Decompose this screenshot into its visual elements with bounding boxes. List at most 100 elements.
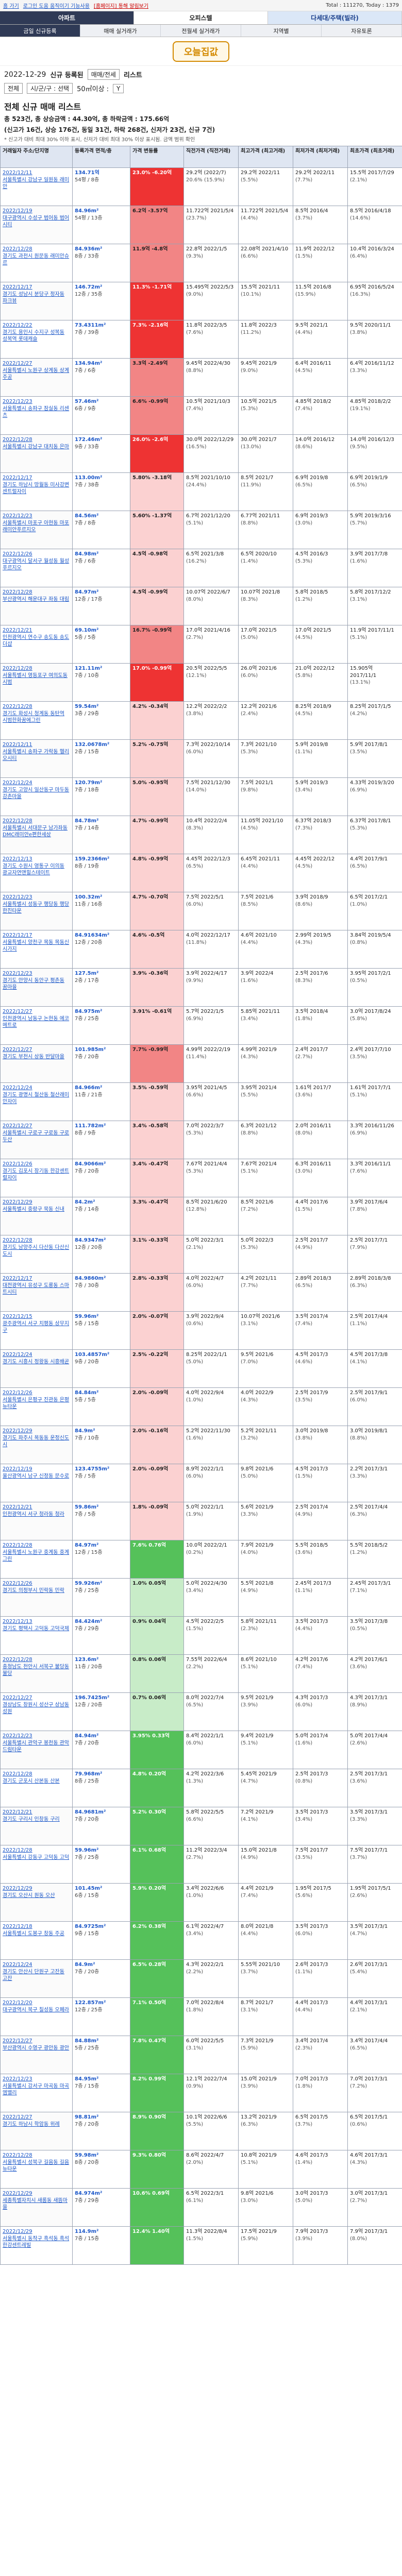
table-row[interactable]: 2022/12/28 경기도 화성시 청계동 동탄역 시범한화꿈에그린 59.54m… bbox=[0, 701, 402, 740]
complex-address-link[interactable]: 서울특별시 노원구 상계동 상계주공 bbox=[3, 367, 70, 381]
table-row[interactable]: 2022/12/19 대구광역시 수성구 범어동 범어시티 84.96m² 54평 /… bbox=[0, 206, 402, 244]
login-help-link[interactable]: 로그인 도움 움직이기 기능사용 bbox=[23, 4, 90, 9]
complex-address-link[interactable]: 경기도 김포시 장기동 한강센트럴자이 bbox=[3, 1168, 70, 1181]
deal-date-link[interactable]: 2022/12/28 bbox=[3, 1771, 32, 1777]
complex-address-link[interactable]: 경기도 성남시 분당구 정자동 파크뷰 bbox=[3, 291, 64, 304]
deal-date-link[interactable]: 2022/12/29 bbox=[3, 1428, 32, 1434]
deal-date-link[interactable]: 2022/12/29 bbox=[3, 1886, 32, 1891]
deal-date-link[interactable]: 2022/12/27 bbox=[3, 361, 32, 366]
complex-address-link[interactable]: 경기도 하남시 망월동 미사강변센트럴자이 bbox=[3, 482, 70, 495]
table-row[interactable]: 2022/12/18 서울특별시 도봉구 창동 주공 84.9725m² 9층 / 1… bbox=[0, 1921, 402, 1960]
table-row[interactable]: 2022/12/28 경기도 과천시 원문동 래미안슈르 84.936m² 8층 / … bbox=[0, 244, 402, 282]
deal-date-link[interactable]: 2022/12/29 bbox=[3, 1199, 32, 1205]
deal-date-link[interactable]: 2022/12/11 bbox=[3, 742, 32, 748]
deal-date-link[interactable]: 2022/12/21 bbox=[3, 628, 32, 633]
deal-date-link[interactable]: 2022/12/15 bbox=[3, 1314, 32, 1319]
complex-address-link[interactable]: 서울특별시 영등포구 여의도동 시범 bbox=[3, 672, 68, 686]
table-row[interactable]: 2022/12/13 경기도 평택시 고덕동 고덕국제 84.424m² 7층 / 2… bbox=[0, 1616, 402, 1655]
deal-date-link[interactable]: 2022/12/28 bbox=[3, 704, 32, 709]
table-row[interactable]: 2022/12/23 경기도 안양시 동안구 평촌동 꿈마을 127.5m² 2층 /… bbox=[0, 968, 402, 1007]
complex-address-link[interactable]: 인천광역시 남동구 논현동 에코메트로 bbox=[3, 1015, 70, 1029]
complex-address-link[interactable]: 경기도 안양시 동안구 평촌동 꿈마을 bbox=[3, 977, 64, 991]
table-row[interactable]: 2022/12/27 경기도 하남시 학암동 위례 98.81m² 7층 / 20층 8… bbox=[0, 2112, 402, 2150]
deal-date-link[interactable]: 2022/12/13 bbox=[3, 1619, 32, 1624]
complex-address-link[interactable]: 서울특별시 양천구 목동 목동신시가지 bbox=[3, 939, 70, 953]
complex-address-link[interactable]: 경기도 의정부시 민락동 민락 bbox=[3, 1587, 64, 1594]
complex-address-link[interactable]: 서울특별시 동작구 흑석동 흑석한강센트레빌 bbox=[3, 2235, 70, 2249]
complex-address-link[interactable]: 서울특별시 관악구 봉천동 관악드림타운 bbox=[3, 1740, 70, 1753]
table-row[interactable]: 2022/12/28 서울특별시 노원구 중계동 중계그린 84.97m² 12층 /… bbox=[0, 1540, 402, 1579]
deal-date-link[interactable]: 2022/12/23 bbox=[3, 894, 32, 900]
complex-address-link[interactable]: 경기도 수원시 영통구 이의동 광교자연앤힐스테이트 bbox=[3, 863, 64, 876]
table-row[interactable]: 2022/12/15 광주광역시 서구 치평동 상무지구 59.96m² 5층 / 1… bbox=[0, 1311, 402, 1350]
complex-address-link[interactable]: 서울특별시 성북구 길음동 길음뉴타운 bbox=[3, 2159, 70, 2173]
deal-date-link[interactable]: 2022/12/23 bbox=[3, 399, 32, 404]
complex-address-link[interactable]: 경기도 남양주시 다산동 다산신도시 bbox=[3, 1244, 70, 1258]
complex-address-link[interactable]: 경기도 과천시 원문동 래미안슈르 bbox=[3, 253, 70, 266]
table-row[interactable]: 2022/12/23 서울특별시 관악구 봉천동 관악드림타운 84.94m² 7층 … bbox=[0, 1731, 402, 1769]
table-row[interactable]: 2022/12/23 서울특별시 마포구 아현동 마포래미안푸르지오 84.56m²… bbox=[0, 511, 402, 549]
complex-address-link[interactable]: 경기도 광명시 철산동 철산래미안자이 bbox=[3, 1092, 70, 1105]
deal-date-link[interactable]: 2022/12/26 bbox=[3, 1581, 32, 1586]
complex-address-link[interactable]: 대구광역시 달서구 월성동 월성푸르지오 bbox=[3, 558, 70, 571]
table-row[interactable]: 2022/12/21 인천광역시 서구 청라동 청라 59.86m² 7층 / 5층 1… bbox=[0, 1502, 402, 1540]
table-row[interactable]: 2022/12/28 부산광역시 해운대구 좌동 대림 84.97m² 12층 / 1… bbox=[0, 587, 402, 625]
table-row[interactable]: 2022/12/23 서울특별시 성동구 행당동 행당한진타운 100.32m² 11… bbox=[0, 892, 402, 930]
complex-address-link[interactable]: 서울특별시 성동구 행당동 행당한진타운 bbox=[3, 901, 70, 914]
deal-date-link[interactable]: 2022/12/27 bbox=[3, 2114, 32, 2120]
deal-date-link[interactable]: 2022/12/23 bbox=[3, 971, 32, 976]
deal-date-link[interactable]: 2022/12/17 bbox=[3, 475, 32, 481]
complex-address-link[interactable]: 서울특별시 구로구 구로동 구로두산 bbox=[3, 1130, 70, 1143]
table-row[interactable]: 2022/12/29 경기도 파주시 목동동 운정신도시 84.9m² 7층 / 10… bbox=[0, 1426, 402, 1464]
table-row[interactable]: 2022/12/29 서울특별시 중랑구 묵동 신내 84.2m² 7층 / 14층 3… bbox=[0, 1197, 402, 1235]
complex-address-link[interactable]: 세종특별자치시 새롬동 새뜸마을 bbox=[3, 2197, 68, 2211]
deal-date-link[interactable]: 2022/12/27 bbox=[3, 1047, 32, 1053]
table-row[interactable]: 2022/12/28 서울특별시 서대문구 남가좌동 DMC래미안e편한세상 84.… bbox=[0, 816, 402, 854]
complex-address-link[interactable]: 경기도 하남시 학암동 위례 bbox=[3, 2121, 60, 2127]
complex-address-link[interactable]: 서울특별시 강남구 대치동 은마 bbox=[3, 444, 70, 450]
deal-date-link[interactable]: 2022/12/23 bbox=[3, 2076, 32, 2082]
deal-date-link[interactable]: 2022/12/28 bbox=[3, 2153, 32, 2158]
table-row[interactable]: 2022/12/28 충청남도 천안시 서북구 불당동 불당 123.6m² 11층 … bbox=[0, 1654, 402, 1693]
table-row[interactable]: 2022/12/26 경기도 의정부시 민락동 민락 59.926m² 7층 / 25… bbox=[0, 1578, 402, 1617]
complex-address-link[interactable]: 인천광역시 서구 청라동 청라 bbox=[3, 1511, 64, 1517]
complex-address-link[interactable]: 서울특별시 강서구 마곡동 마곡엠밸리 bbox=[3, 2083, 70, 2096]
complex-address-link[interactable]: 울산광역시 남구 신정동 문수로 bbox=[3, 1473, 70, 1479]
deal-date-link[interactable]: 2022/12/26 bbox=[3, 1161, 32, 1167]
table-row[interactable]: 2022/12/21 인천광역시 연수구 송도동 송도더샵 69.10m² 5층 / … bbox=[0, 625, 402, 664]
deal-date-link[interactable]: 2022/12/28 bbox=[3, 666, 32, 671]
table-row[interactable]: 2022/12/28 서울특별시 강동구 고덕동 고덕 59.96m² 7층 / 25… bbox=[0, 1845, 402, 1884]
deal-date-link[interactable]: 2022/12/24 bbox=[3, 1962, 32, 1968]
deal-type-select[interactable]: 매매/전세 bbox=[87, 69, 120, 80]
table-row[interactable]: 2022/12/23 서울특별시 송파구 잠실동 리센츠 57.46m² 6층 / 9… bbox=[0, 396, 402, 435]
table-row[interactable]: 2022/12/26 서울특별시 은평구 진관동 은평뉴타운 84.84m² 5층 /… bbox=[0, 1387, 402, 1426]
tab-apartment[interactable]: 아파트 bbox=[0, 11, 134, 24]
deal-date-link[interactable]: 2022/12/28 bbox=[3, 589, 32, 595]
complex-address-link[interactable]: 대구광역시 수성구 범어동 범어시티 bbox=[3, 215, 70, 228]
complex-address-link[interactable]: 서울특별시 도봉구 창동 주공 bbox=[3, 1930, 64, 1937]
complex-address-link[interactable]: 경기도 파주시 목동동 운정신도시 bbox=[3, 1435, 70, 1448]
tab-officetel[interactable]: 오피스텔 bbox=[134, 11, 268, 24]
complex-address-link[interactable]: 서울특별시 은평구 진관동 은평뉴타운 bbox=[3, 1397, 70, 1410]
deal-date-link[interactable]: 2022/12/21 bbox=[3, 1809, 32, 1815]
complex-address-link[interactable]: 광주광역시 서구 치평동 상무지구 bbox=[3, 1320, 70, 1334]
table-row[interactable]: 2022/12/23 서울특별시 강서구 마곡동 마곡엠밸리 84.95m² 7층 /… bbox=[0, 2074, 402, 2112]
complex-address-link[interactable]: 서울특별시 중랑구 묵동 신내 bbox=[3, 1206, 64, 1212]
deal-date-link[interactable]: 2022/12/28 bbox=[3, 1657, 32, 1663]
complex-address-link[interactable]: 서울특별시 송파구 잠실동 리센츠 bbox=[3, 405, 70, 419]
region-all-select[interactable]: 전체 bbox=[4, 83, 23, 94]
table-row[interactable]: 2022/12/27 경기도 부천시 상동 반달마을 101.985m² 7층 / 2… bbox=[0, 1044, 402, 1083]
subnav-sale-prices[interactable]: 매매 실거래가 bbox=[80, 25, 161, 37]
table-row[interactable]: 2022/12/17 경기도 하남시 망월동 미사강변센트럴자이 113.00m² 7… bbox=[0, 472, 402, 511]
deal-date-link[interactable]: 2022/12/13 bbox=[3, 856, 32, 862]
deal-date-link[interactable]: 2022/12/29 bbox=[3, 2229, 32, 2234]
deal-date-link[interactable]: 2022/12/17 bbox=[3, 1276, 32, 1281]
subnav-forum[interactable]: 자유토론 bbox=[322, 25, 402, 37]
table-row[interactable]: 2022/12/28 경기도 군포시 산본동 산본 79.968m² 8층 / 25층… bbox=[0, 1769, 402, 1807]
deal-date-link[interactable]: 2022/12/17 bbox=[3, 933, 32, 938]
deal-date-link[interactable]: 2022/12/22 bbox=[3, 323, 32, 328]
tab-villa[interactable]: 다세대/주택(빌라) bbox=[268, 11, 402, 24]
table-row[interactable]: 2022/12/24 경기도 안산시 단원구 고잔동 고잔 84.9m² 7층 / 2… bbox=[0, 1959, 402, 1998]
table-row[interactable]: 2022/12/11 서울특별시 강남구 일원동 래미안 134.71억 54평 / … bbox=[0, 167, 402, 206]
deal-date-link[interactable]: 2022/12/17 bbox=[3, 284, 32, 290]
